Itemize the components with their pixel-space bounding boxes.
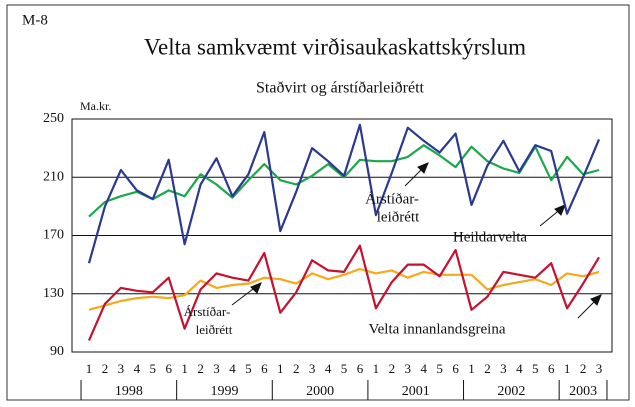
y-axis-label: Ma.kr. (80, 99, 111, 113)
series-label: Velta innanlandsgreina (368, 321, 505, 337)
x-tick-label: 4 (420, 361, 427, 376)
x-tick-label: 3 (405, 361, 412, 376)
y-tick-label: 210 (43, 169, 64, 184)
year-label: 2001 (402, 384, 430, 399)
x-tick-label: 2 (389, 361, 396, 376)
year-label: 2000 (306, 384, 334, 399)
x-tick-label: 6 (357, 361, 364, 376)
x-tick-label: 4 (516, 361, 523, 376)
x-tick-label: 4 (325, 361, 332, 376)
y-tick-label: 90 (50, 344, 64, 359)
x-tick-label: 4 (134, 361, 141, 376)
series-line (87, 244, 600, 341)
x-tick-label: 5 (341, 361, 348, 376)
year-label: 2003 (569, 384, 597, 399)
year-label: 1998 (115, 384, 143, 399)
y-tick-label: 130 (43, 286, 64, 301)
x-tick-label: 1 (277, 361, 284, 376)
x-tick-label: 6 (548, 361, 555, 376)
x-tick-label: 6 (165, 361, 172, 376)
x-tick-label: 3 (118, 361, 125, 376)
annotation: Árstíðar- (184, 304, 231, 319)
x-tick-label: 4 (229, 361, 236, 376)
x-tick-label: 1 (181, 361, 188, 376)
x-tick-label: 1 (468, 361, 475, 376)
arrowhead (554, 204, 566, 216)
x-tick-label: 1 (564, 361, 571, 376)
annotation: Árstíðar- (365, 190, 419, 207)
x-tick-label: 1 (373, 361, 380, 376)
annotation: leiðrétt (377, 209, 420, 225)
x-tick-label: 2 (102, 361, 109, 376)
annotation: leiðrétt (196, 322, 233, 337)
x-tick-label: 3 (596, 361, 603, 376)
series-label: Heildarvelta (453, 229, 527, 245)
arrowhead (250, 282, 262, 294)
chart-subtitle: Staðvirt og árstíðarleiðrétt (256, 80, 425, 97)
plot-frame (71, 118, 613, 353)
annotation-arrows (231, 162, 602, 319)
x-tick-label: 5 (150, 361, 157, 376)
x-tick-label: 2 (197, 361, 204, 376)
x-tick-label: 2 (293, 361, 300, 376)
arrowhead (417, 162, 429, 174)
x-tick-label: 5 (436, 361, 443, 376)
outer-frame (6, 4, 630, 401)
x-tick-label: 3 (213, 361, 220, 376)
x-tick-label: 3 (309, 361, 316, 376)
y-tick-label: 250 (43, 111, 64, 126)
x-tick-label: 5 (245, 361, 252, 376)
x-tick-label: 1 (86, 361, 93, 376)
x-tick-label: 6 (261, 361, 268, 376)
chart-title: Velta samkvæmt virðisaukaskattskýrslum (144, 34, 526, 59)
year-label: 1999 (210, 384, 238, 399)
x-tick-label: 5 (532, 361, 539, 376)
series-line (87, 123, 601, 264)
year-label: 2002 (497, 384, 525, 399)
x-tick-label: 2 (484, 361, 491, 376)
series-line (88, 144, 600, 218)
x-tick-label: 6 (452, 361, 459, 376)
x-tick-label: 2 (580, 361, 587, 376)
chart-code: M-8 (22, 12, 48, 28)
x-tick-label: 3 (500, 361, 507, 376)
y-tick-label: 170 (43, 228, 64, 243)
arrowhead (590, 294, 602, 306)
